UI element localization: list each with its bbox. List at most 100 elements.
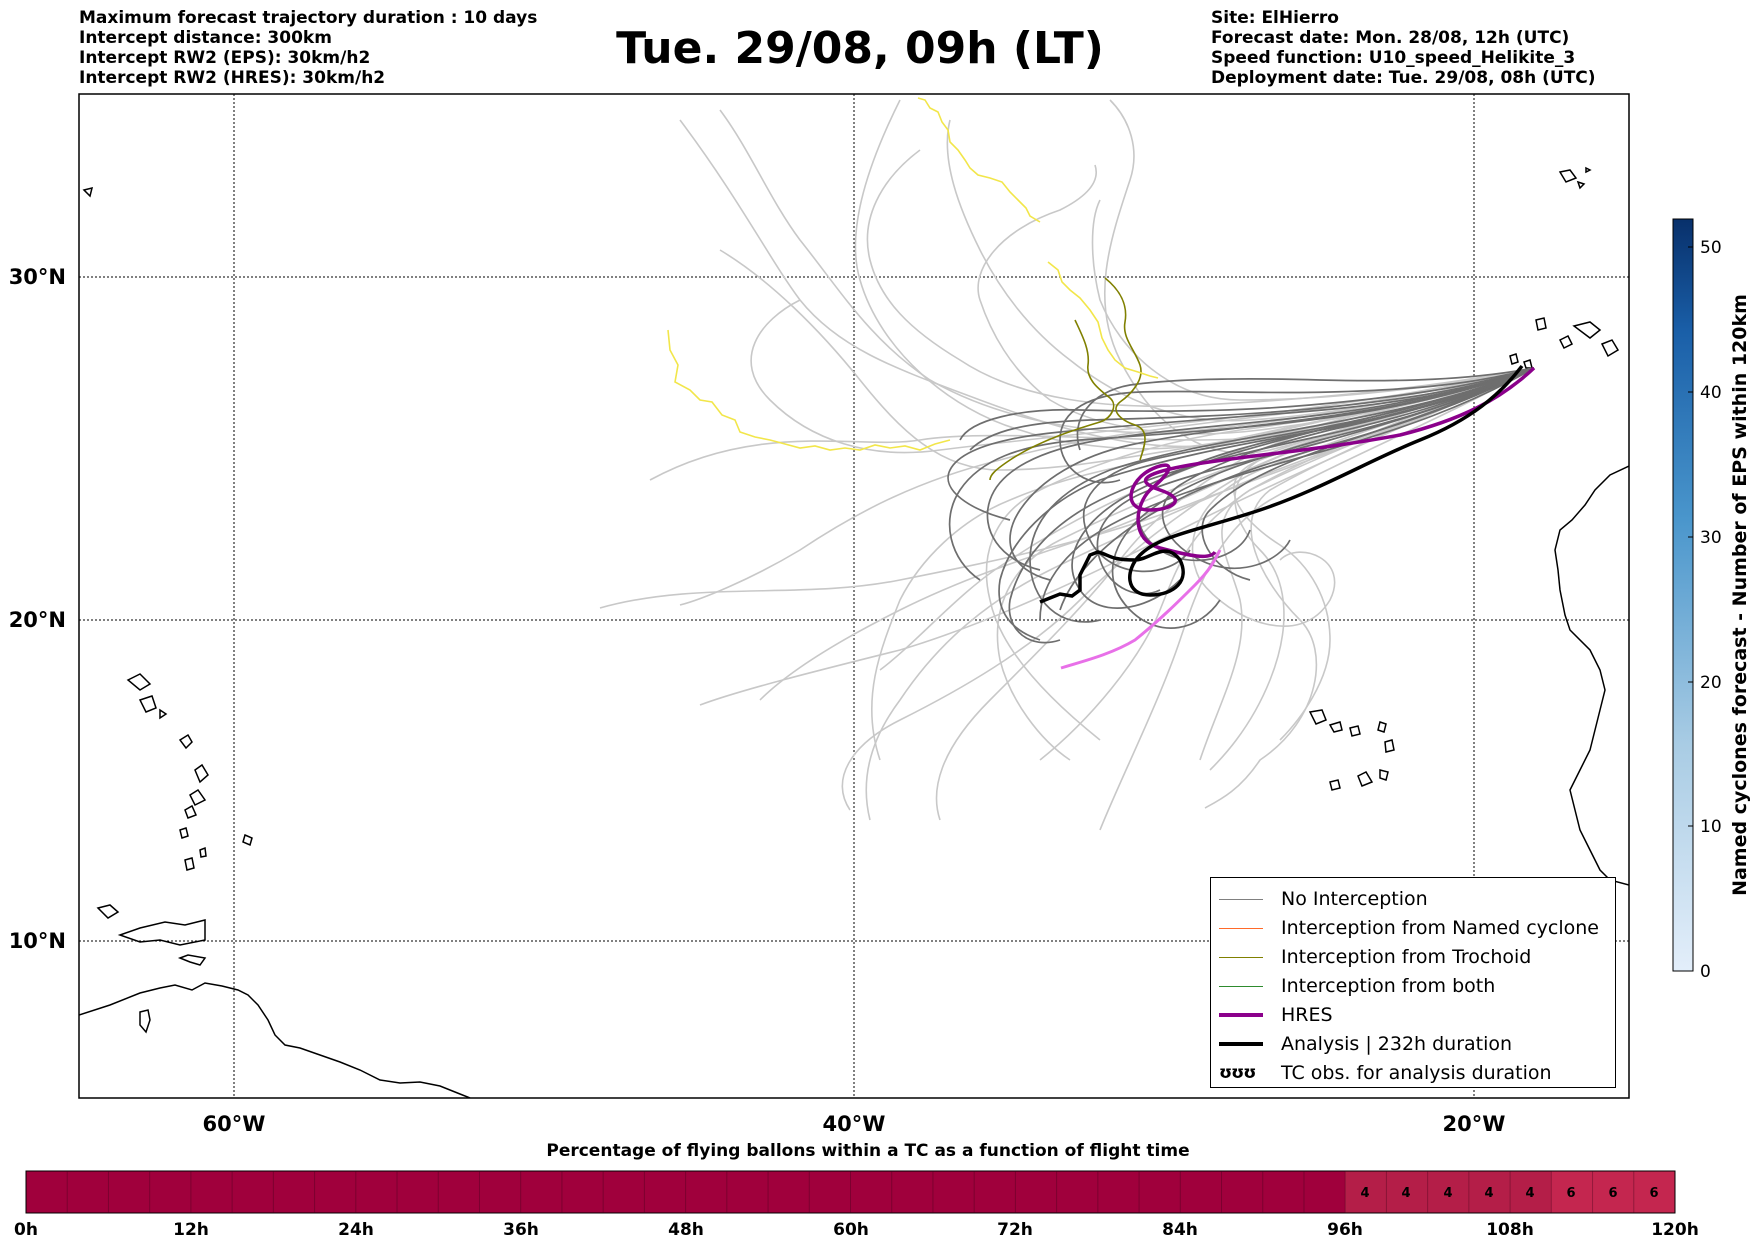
traj-dark bbox=[1083, 367, 1535, 573]
traj-light bbox=[719, 109, 1535, 434]
traj-light bbox=[977, 164, 1535, 435]
traj-dark bbox=[959, 367, 1535, 441]
traj-dark bbox=[1059, 367, 1535, 611]
cell-value: 6 bbox=[1566, 1186, 1575, 1201]
lat-label-10n: 10°N bbox=[9, 929, 66, 953]
legend-swatch bbox=[1219, 1013, 1263, 1017]
legend-label: HRES bbox=[1281, 1004, 1333, 1026]
lat-label-30n: 30°N bbox=[9, 265, 66, 289]
coast-trinidad bbox=[139, 1009, 151, 1034]
deployment-date: Deployment date: Tue. 29/08, 08h (UTC) bbox=[1211, 68, 1596, 88]
traj-dark bbox=[986, 367, 1535, 571]
hour-label: 60h bbox=[833, 1220, 869, 1240]
lon-label-60w: 60°W bbox=[203, 1112, 266, 1136]
cyclone-track bbox=[667, 329, 951, 451]
eps-light-trajectories bbox=[599, 99, 1535, 831]
lon-label-20w: 20°W bbox=[1443, 1112, 1506, 1136]
traj-dark bbox=[1076, 367, 1535, 451]
cb-tick: 20 bbox=[1700, 673, 1722, 693]
coast-cape-verde bbox=[1308, 709, 1395, 791]
hour-label: 24h bbox=[338, 1220, 374, 1240]
hour-label: 36h bbox=[503, 1220, 539, 1240]
traj-dark bbox=[1059, 367, 1535, 484]
map-legend: No Interception Interception from Named … bbox=[1210, 877, 1616, 1088]
site-name: Site: ElHierro bbox=[1211, 8, 1339, 28]
hour-label: 0h bbox=[14, 1220, 38, 1240]
trochoid-interception-trajectories bbox=[989, 277, 1146, 481]
cell-value: 4 bbox=[1443, 1186, 1452, 1201]
coast-antilles bbox=[96, 904, 206, 946]
eps-colorbar-ticks: 0 10 20 30 40 50 bbox=[1688, 238, 1722, 982]
param-intercept-hres: Intercept RW2 (HRES): 30km/h2 bbox=[79, 68, 386, 88]
traj-light bbox=[1103, 99, 1535, 454]
coast-tobago bbox=[177, 954, 207, 966]
param-intercept-distance: Intercept distance: 300km bbox=[79, 28, 332, 48]
coast-west-africa bbox=[1554, 465, 1629, 886]
legend-swatch bbox=[1219, 986, 1263, 987]
hour-label: 84h bbox=[1162, 1220, 1198, 1240]
legend-swatch bbox=[1219, 957, 1263, 958]
traj-dark bbox=[969, 367, 1535, 451]
lon-label-40w: 40°W bbox=[823, 1112, 886, 1136]
cyclone-track bbox=[1047, 261, 1159, 379]
tc-symbol-icon: ʊʊʊ bbox=[1219, 1063, 1256, 1083]
traj-dark bbox=[1201, 367, 1535, 581]
traj-dark bbox=[1009, 367, 1535, 581]
lat-label-20n: 20°N bbox=[9, 608, 66, 632]
cell-value: 4 bbox=[1360, 1186, 1369, 1201]
coastlines bbox=[79, 166, 1629, 1098]
param-intercept-eps: Intercept RW2 (EPS): 30km/h2 bbox=[79, 48, 371, 68]
legend-label: Interception from Trochoid bbox=[1281, 946, 1532, 968]
bottom-bar-segment-6 bbox=[1551, 1171, 1675, 1213]
bottom-bar bbox=[25, 1170, 1676, 1214]
legend-label: Analysis | 232h duration bbox=[1281, 1033, 1513, 1055]
coast-south-america bbox=[79, 982, 471, 1098]
forecast-date: Forecast date: Mon. 28/08, 12h (UTC) bbox=[1211, 28, 1570, 48]
cell-value: 6 bbox=[1608, 1186, 1617, 1201]
cell-value: 6 bbox=[1649, 1186, 1658, 1201]
coast-lesser-antilles bbox=[126, 673, 253, 871]
cb-tick: 0 bbox=[1700, 962, 1711, 982]
hres-trajectory bbox=[1129, 366, 1536, 559]
legend-label: TC obs. for analysis duration bbox=[1281, 1062, 1552, 1084]
legend-label: Interception from Named cyclone bbox=[1281, 917, 1599, 939]
traj-light bbox=[1191, 367, 1535, 627]
traj-dark bbox=[948, 367, 1535, 581]
legend-label: Interception from both bbox=[1281, 975, 1496, 997]
pink-trajectory bbox=[1060, 549, 1222, 670]
cb-tick: 50 bbox=[1700, 238, 1722, 258]
traj-light bbox=[1039, 367, 1535, 761]
legend-label: No Interception bbox=[1281, 888, 1428, 910]
cell-value: 4 bbox=[1401, 1186, 1410, 1201]
bottom-bar-hour-labels: 0h 12h 24h 36h 48h 60h 72h 84h 96h 108h … bbox=[14, 1220, 1699, 1240]
named-cyclone-tracks bbox=[667, 97, 1159, 451]
eps-colorbar bbox=[1672, 218, 1694, 972]
hour-label: 120h bbox=[1651, 1220, 1699, 1240]
hour-label: 72h bbox=[997, 1220, 1033, 1240]
traj-dark bbox=[1039, 367, 1535, 621]
traj-dark bbox=[1008, 367, 1535, 644]
bottom-bar-segment-4 bbox=[1345, 1171, 1551, 1213]
speed-function: Speed function: U10_speed_Helikite_3 bbox=[1211, 48, 1576, 68]
coast-azores bbox=[82, 186, 94, 198]
param-max-duration: Maximum forecast trajectory duration : 1… bbox=[79, 8, 538, 28]
traj-dark bbox=[1029, 367, 1535, 623]
cell-value: 4 bbox=[1525, 1186, 1534, 1201]
legend-swatch bbox=[1219, 899, 1263, 900]
traj-light bbox=[865, 367, 1535, 821]
cyclone-track bbox=[917, 97, 1041, 223]
coast-canary-islands bbox=[1509, 317, 1620, 369]
site-info: Site: ElHierro Forecast date: Mon. 28/08… bbox=[1211, 8, 1596, 88]
hour-label: 108h bbox=[1486, 1220, 1534, 1240]
hour-label: 12h bbox=[173, 1220, 209, 1240]
traj-trochoid bbox=[989, 319, 1115, 481]
cb-tick: 40 bbox=[1700, 383, 1722, 403]
page-title: Tue. 29/08, 09h (LT) bbox=[616, 23, 1104, 74]
legend-swatch bbox=[1219, 928, 1263, 929]
hour-label: 96h bbox=[1327, 1220, 1363, 1240]
analysis-trajectory bbox=[1039, 364, 1524, 604]
bottom-bar-cell-values: 4 4 4 4 4 6 6 6 bbox=[1360, 1186, 1658, 1201]
hour-label: 48h bbox=[668, 1220, 704, 1240]
traj-dark bbox=[947, 367, 1535, 521]
